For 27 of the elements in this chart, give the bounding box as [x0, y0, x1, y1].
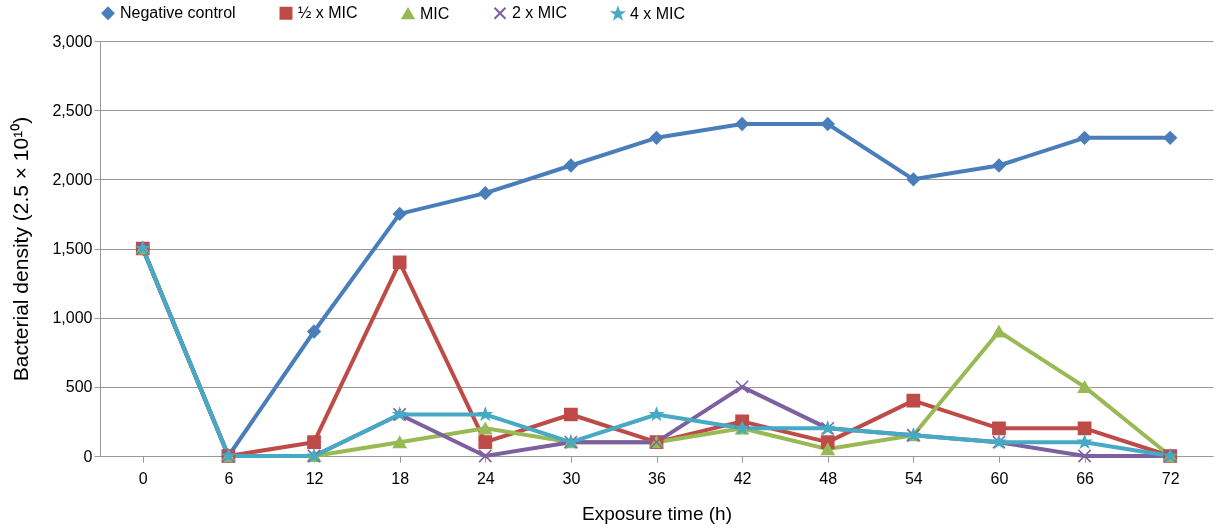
x-tick-label: 54: [904, 469, 923, 487]
legend-label: MIC: [420, 4, 450, 22]
x-tick-label: 72: [1161, 469, 1180, 487]
legend-label: Negative control: [120, 4, 236, 22]
x-tick-label: 12: [305, 469, 324, 487]
y-axis-title: Bacterial density (2.5 × 10¹⁰): [9, 116, 33, 382]
x-tick-label: 30: [562, 469, 581, 487]
x-tick-label: 36: [648, 469, 666, 487]
y-tick-label: 500: [65, 378, 93, 396]
legend-label: 2 x MIC: [512, 4, 568, 22]
x-tick-label: 18: [391, 469, 410, 487]
y-tick-label: 2,000: [52, 170, 93, 188]
y-tick-label: 1,500: [52, 240, 93, 257]
x-tick-label: 0: [138, 469, 148, 487]
legend-label: 4 x MIC: [630, 4, 686, 22]
y-tick-label: 2,500: [52, 101, 93, 119]
x-tick-label: 60: [990, 469, 1009, 487]
x-tick-label: 6: [224, 469, 234, 487]
y-tick-label: 0: [83, 447, 93, 465]
x-tick-label: 66: [1076, 469, 1095, 487]
legend-label: ½ x MIC: [298, 4, 358, 22]
y-tick-label: 3,000: [52, 32, 93, 50]
x-axis-title: Exposure time (h): [582, 502, 732, 524]
y-tick-label: 1,000: [52, 309, 93, 327]
x-tick-label: 42: [733, 469, 752, 487]
x-tick-label: 48: [819, 469, 838, 487]
x-tick-label: 24: [476, 469, 495, 487]
